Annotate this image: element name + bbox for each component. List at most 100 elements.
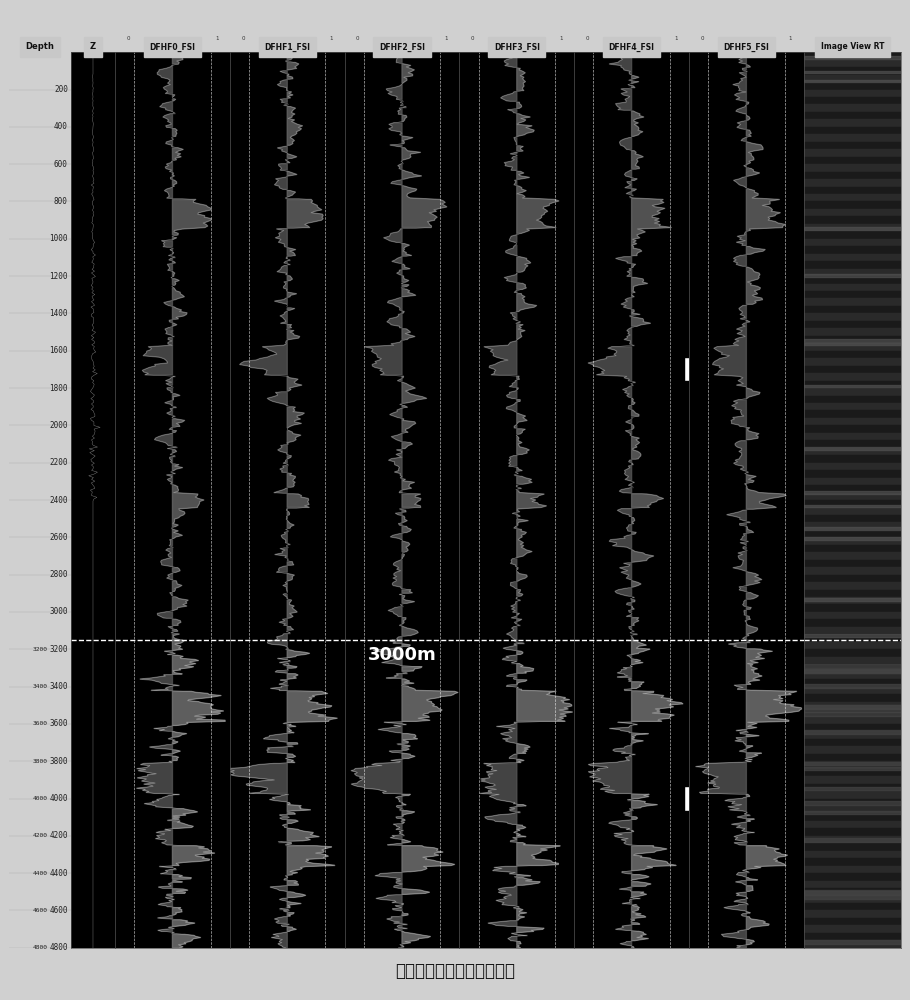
Text: 蓝色代表液，红色代表气。: 蓝色代表液，红色代表气。 — [395, 962, 515, 980]
Bar — [804, 381, 901, 388]
Bar — [804, 590, 901, 597]
Bar — [804, 231, 901, 239]
Text: 400: 400 — [54, 122, 68, 131]
Bar — [804, 433, 901, 440]
Bar — [804, 619, 901, 627]
Bar — [804, 149, 901, 157]
Bar — [804, 746, 901, 754]
Bar — [804, 343, 901, 345]
Bar — [804, 216, 901, 224]
Text: 4200: 4200 — [49, 831, 68, 840]
Bar — [804, 664, 901, 668]
Text: 0: 0 — [356, 36, 359, 41]
Text: 3400: 3400 — [33, 684, 47, 689]
Bar — [804, 627, 901, 634]
Bar — [804, 52, 901, 60]
Bar — [804, 440, 901, 448]
Bar — [804, 274, 901, 277]
Bar — [804, 669, 901, 672]
Bar — [804, 687, 901, 694]
Bar — [804, 485, 901, 493]
Bar — [804, 712, 901, 716]
Bar — [804, 500, 901, 507]
Bar — [804, 896, 901, 903]
Text: 0: 0 — [126, 36, 130, 41]
Bar — [804, 684, 901, 688]
Text: 1: 1 — [674, 36, 678, 41]
Text: 4000: 4000 — [33, 796, 47, 801]
Bar — [804, 604, 901, 612]
Text: 1: 1 — [560, 36, 562, 41]
Title: DFHF2_FSI: DFHF2_FSI — [379, 42, 425, 52]
Bar — [804, 537, 901, 545]
Bar — [804, 754, 901, 761]
Bar — [804, 284, 901, 291]
Bar — [804, 933, 901, 940]
Bar — [804, 366, 901, 373]
Text: 4000: 4000 — [49, 794, 68, 803]
Bar — [804, 447, 901, 450]
Text: 1600: 1600 — [49, 346, 68, 355]
Bar — [804, 75, 901, 82]
Bar — [804, 873, 901, 881]
Bar — [804, 112, 901, 119]
Bar — [804, 194, 901, 201]
Bar — [804, 157, 901, 164]
Bar — [804, 767, 901, 770]
Text: 1000: 1000 — [49, 234, 68, 243]
Bar — [804, 888, 901, 896]
Bar — [804, 527, 901, 530]
Bar — [804, 493, 901, 500]
Bar — [804, 567, 901, 575]
Bar — [804, 705, 901, 709]
Bar — [804, 545, 901, 552]
Bar — [804, 843, 901, 851]
Bar — [804, 582, 901, 590]
Bar — [804, 791, 901, 799]
Bar — [804, 104, 901, 112]
Bar — [804, 730, 901, 734]
Bar — [804, 925, 901, 933]
Text: 3800: 3800 — [33, 759, 47, 764]
Title: DFHF0_FSI: DFHF0_FSI — [149, 42, 196, 52]
Text: 200: 200 — [54, 85, 68, 94]
Bar — [804, 134, 901, 142]
Bar — [804, 761, 901, 769]
Bar — [804, 597, 901, 604]
Text: 4800: 4800 — [49, 943, 68, 952]
Bar — [804, 463, 901, 470]
Bar — [804, 731, 901, 739]
Bar — [804, 388, 901, 396]
Bar — [804, 806, 901, 813]
Text: 水平段: 水平段 — [689, 791, 716, 806]
Text: 3600: 3600 — [49, 719, 68, 728]
Bar — [804, 339, 901, 342]
Bar — [804, 530, 901, 537]
Title: DFHF4_FSI: DFHF4_FSI — [609, 42, 654, 52]
Text: 3200: 3200 — [33, 647, 47, 652]
Bar — [804, 90, 901, 97]
Bar — [804, 67, 901, 75]
Bar — [804, 56, 901, 59]
Bar — [804, 724, 901, 731]
Text: 2600: 2600 — [49, 533, 68, 542]
Text: 3200: 3200 — [49, 645, 68, 654]
Bar — [804, 385, 901, 387]
Bar — [804, 418, 901, 425]
Bar — [804, 505, 901, 507]
Bar — [804, 97, 901, 104]
Text: 4400: 4400 — [33, 871, 47, 876]
Bar — [804, 201, 901, 209]
Bar — [804, 612, 901, 619]
Text: 4600: 4600 — [33, 908, 47, 913]
Bar — [804, 787, 901, 790]
Text: 3000m: 3000m — [368, 646, 437, 664]
Bar — [804, 679, 901, 687]
Bar — [804, 254, 901, 261]
Bar — [804, 634, 901, 642]
Bar — [804, 80, 901, 82]
Bar — [804, 491, 901, 494]
Bar — [804, 552, 901, 560]
Text: 4600: 4600 — [49, 906, 68, 915]
Text: 1: 1 — [215, 36, 218, 41]
